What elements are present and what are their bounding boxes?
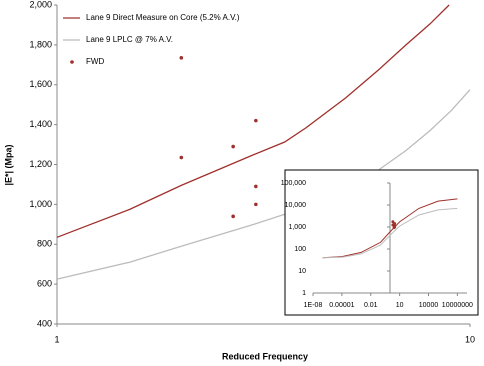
x-tick-label: 0.01 [364,302,378,309]
x-tick-label: 10 [465,334,475,344]
point [231,144,235,149]
y-tick-label: 1,600 [29,79,52,89]
point [254,202,258,207]
inset-frame [284,169,479,316]
x-tick-label: 1 [54,334,59,344]
x-tick-label: 10000000 [442,302,473,309]
point [231,214,235,219]
point [179,155,184,160]
y-tick-label: 10 [298,268,306,275]
y-tick-label: 2,000 [29,0,52,9]
series-line [56,4,450,238]
y-tick-label: 1,000 [288,224,306,231]
point [254,118,258,123]
y-tick-label: 800 [37,239,52,249]
y-tick-label: 600 [37,279,52,289]
x-tick-label: 10000 [419,302,439,309]
y-tick-label: 100 [294,246,306,253]
series-line [322,207,458,259]
x-tick-label: 1E-08 [304,302,323,309]
legend-swatch [70,60,74,64]
y-axis-label: |E*| (Mpa) [3,144,13,185]
x-tick-label: 10 [396,302,404,309]
y-tick-label: 1,400 [29,119,52,129]
point [254,184,258,189]
y-tick-label: 1,200 [29,159,52,169]
y-tick-label: 1,000 [29,199,52,209]
y-tick-label: 1,800 [29,39,52,49]
x-tick-label: 0.00001 [329,302,354,309]
legend-label: Lane 9 Direct Measure on Core (5.2% A.V.… [86,13,240,22]
x-axis-label: Reduced Frequency [222,351,308,361]
point [391,220,395,224]
point [393,225,397,229]
y-tick-label: 400 [37,318,52,328]
series-line [322,198,458,259]
legend-label: Lane 9 LPLC @ 7% A.V. [86,35,173,44]
point [393,222,397,226]
legend-label: FWD [86,57,104,66]
y-tick-label: 10,000 [285,202,307,209]
point [179,56,184,60]
y-tick-label: 100,000 [281,180,306,187]
y-tick-label: 1 [302,290,306,297]
